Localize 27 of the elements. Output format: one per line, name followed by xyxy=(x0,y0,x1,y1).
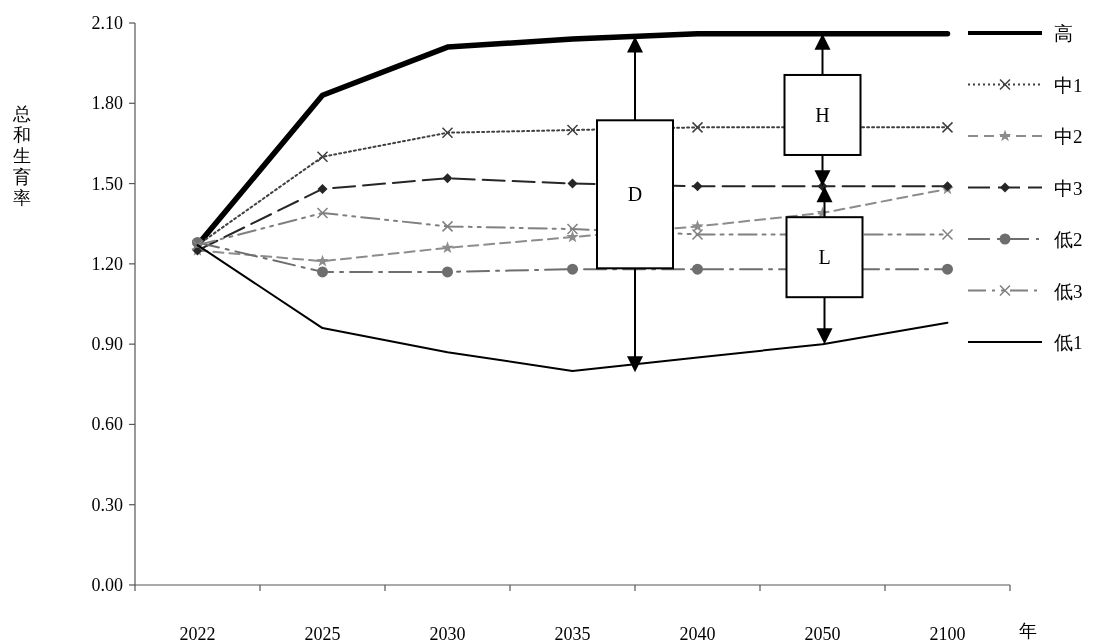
legend-label: 高 xyxy=(1054,23,1073,44)
x-tick-label: 2100 xyxy=(929,624,966,644)
annotation: H xyxy=(815,103,830,126)
y-tick-label: 0.00 xyxy=(91,575,123,595)
x-tick-label: 2030 xyxy=(429,624,466,644)
y-tick-label: 1.50 xyxy=(91,173,123,194)
y-axis-title: 总和生育率 xyxy=(12,104,31,208)
x-tick-label: 2022 xyxy=(179,624,216,644)
y-tick-label: 1.80 xyxy=(91,93,123,114)
legend-label: 中2 xyxy=(1054,126,1083,147)
legend-label: 低3 xyxy=(1054,280,1083,302)
legend-label: 中1 xyxy=(1054,74,1083,96)
legend-label: 中3 xyxy=(1054,177,1083,199)
legend-label: 低2 xyxy=(1054,229,1083,250)
x-tick-label: 2035 xyxy=(554,624,591,644)
annotation: D xyxy=(627,183,643,206)
y-tick-label: 1.20 xyxy=(91,253,123,274)
x-axis-title: 年 xyxy=(1019,621,1037,641)
y-tick-label: 0.60 xyxy=(91,414,123,435)
y-tick-label: 0.30 xyxy=(91,494,123,515)
x-tick-label: 2050 xyxy=(804,624,841,644)
y-tick-label: 2.10 xyxy=(91,13,123,33)
legend-label: 低1 xyxy=(1054,332,1083,353)
annotation: L xyxy=(818,246,831,269)
x-tick-label: 2025 xyxy=(304,624,341,644)
x-tick-label: 2040 xyxy=(679,624,716,644)
y-tick-label: 0.90 xyxy=(91,334,123,355)
